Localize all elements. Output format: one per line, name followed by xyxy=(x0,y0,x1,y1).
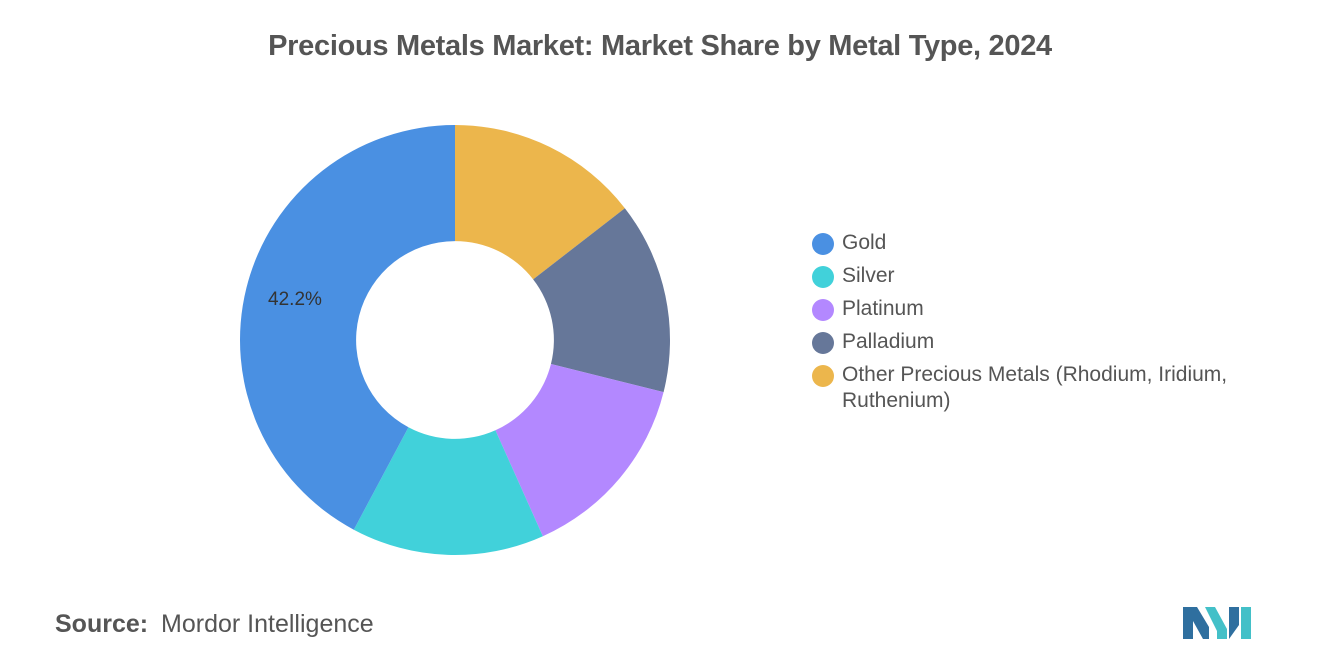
donut-slice-gold xyxy=(240,125,455,530)
legend-item: Palladium xyxy=(812,329,1292,355)
source-text: Mordor Intelligence xyxy=(161,610,374,638)
chart-legend: Gold Silver Platinum Palladium Other Preciou… xyxy=(812,230,1292,421)
legend-label: Palladium xyxy=(842,330,935,353)
legend-label: Silver xyxy=(842,264,895,287)
legend-swatch xyxy=(812,332,834,354)
legend-label: Other Precious Metals (Rhodium, Iridium,… xyxy=(842,363,1228,412)
legend-label: Platinum xyxy=(842,297,924,320)
legend-item: Other Precious Metals (Rhodium, Iridium,… xyxy=(812,362,1292,414)
chart-title: Precious Metals Market: Market Share by … xyxy=(268,30,1052,62)
legend-swatch xyxy=(812,266,834,288)
legend-item: Platinum xyxy=(812,296,1292,322)
legend-item: Gold xyxy=(812,230,1292,256)
legend-label: Gold xyxy=(842,231,887,254)
legend-swatch xyxy=(812,365,834,387)
legend-swatch xyxy=(812,233,834,255)
donut-chart: 42.2% xyxy=(240,125,670,555)
donut-slice-platinum xyxy=(495,363,664,537)
source-note: Source: Mordor Intelligence xyxy=(55,610,374,639)
mordor-intelligence-logo-icon xyxy=(1183,607,1251,639)
data-label-gold: 42.2% xyxy=(268,289,322,310)
donut-slice-other xyxy=(455,125,625,280)
legend-swatch xyxy=(812,299,834,321)
legend-item: Silver xyxy=(812,263,1292,289)
donut-slice-palladium xyxy=(533,208,670,393)
donut-slice-silver xyxy=(353,427,543,555)
source-label: Source: xyxy=(55,610,149,638)
